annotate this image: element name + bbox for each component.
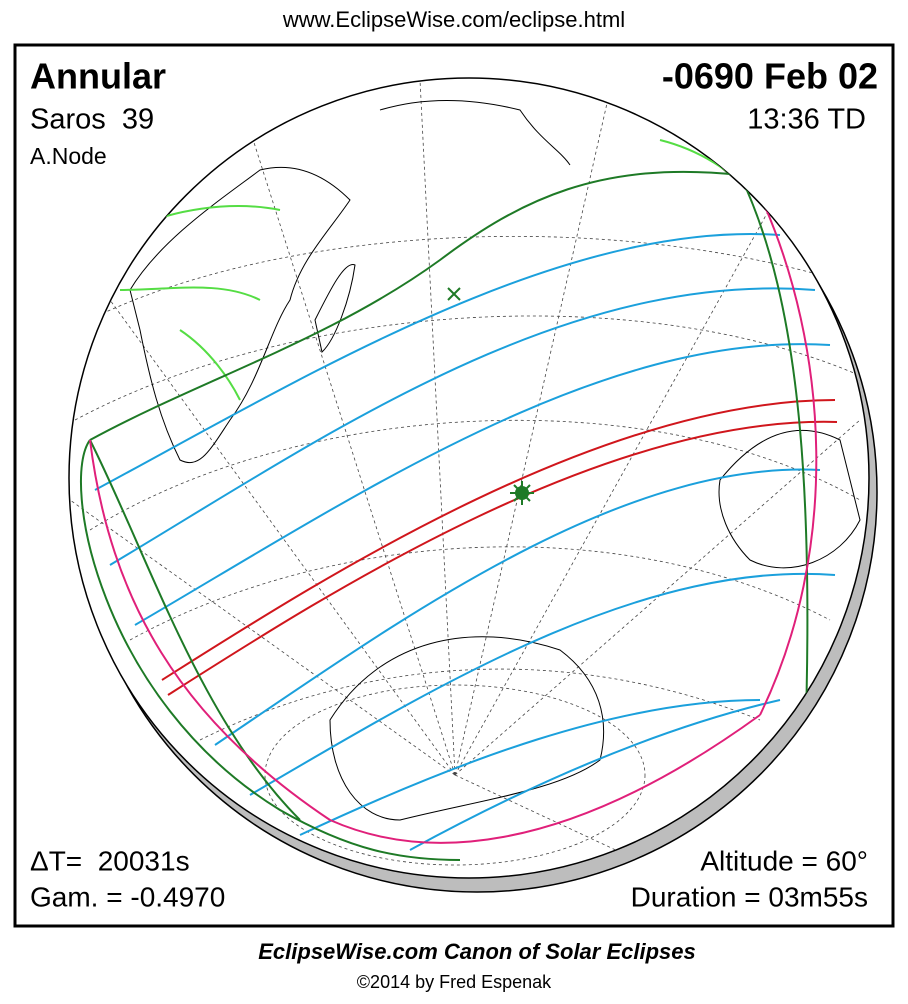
- delta-t: ΔT= 20031s: [30, 845, 190, 876]
- duration: Duration = 03m55s: [631, 881, 868, 912]
- globe: [68, 77, 878, 893]
- saros: Saros 39: [30, 104, 154, 136]
- earth: [68, 77, 870, 879]
- eclipse-type: Annular: [30, 56, 166, 97]
- gamma: Gam. = -0.4970: [30, 881, 225, 912]
- copyright: ©2014 by Fred Espenak: [357, 972, 552, 992]
- altitude: Altitude = 60°: [700, 845, 868, 876]
- url: www.EclipseWise.com/eclipse.html: [282, 7, 625, 32]
- isolines: [80, 170, 838, 861]
- time: 13:36 TD: [747, 104, 866, 136]
- max-eclipse-mark: [447, 287, 461, 301]
- footer-title: EclipseWise.com Canon of Solar Eclipses: [258, 939, 696, 964]
- greatest-eclipse: [510, 481, 534, 505]
- map-lines: [69, 79, 869, 878]
- node: A.Node: [30, 143, 107, 169]
- date: -0690 Feb 02: [662, 56, 878, 97]
